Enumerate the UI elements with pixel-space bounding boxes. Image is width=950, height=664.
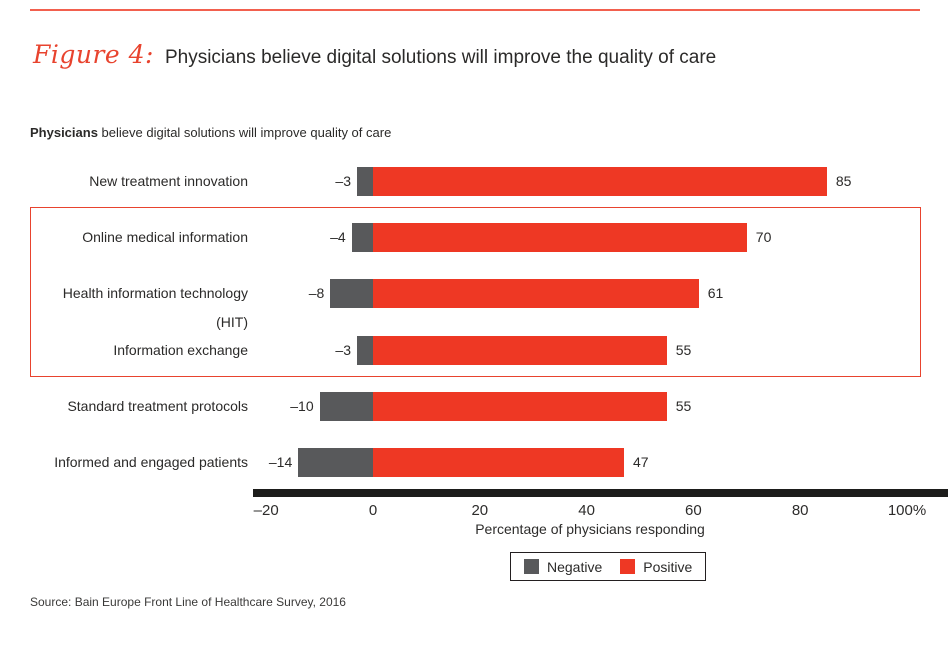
negative-value-label: –3 — [335, 173, 351, 189]
chart-subtitle-rest: believe digital solutions will improve q… — [97, 125, 392, 140]
positive-value-label: 70 — [755, 229, 772, 246]
negative-bar — [330, 279, 373, 309]
source-note: Source: Bain Europe Front Line of Health… — [30, 595, 346, 609]
chart-row: Information exchange –3 55 — [0, 335, 950, 365]
x-axis-tick-label: 40 — [578, 502, 595, 519]
positive-bar — [373, 448, 624, 477]
negative-bar — [356, 335, 373, 365]
chart-row: Standard treatment protocols –10 55 — [0, 391, 950, 421]
negative-bar — [351, 223, 373, 253]
legend: Negative Positive — [510, 552, 707, 581]
negative-bar — [319, 391, 373, 421]
negative-bar — [356, 167, 373, 196]
figure-number-label: Figure 4: — [33, 40, 154, 69]
positive-value-label: 47 — [632, 454, 649, 470]
chart-row: Informed and engaged patients –14 47 — [0, 448, 950, 477]
x-axis-title: Percentage of physicians responding — [475, 521, 705, 537]
positive-value-label: 85 — [835, 173, 852, 189]
negative-value-label: –8 — [308, 285, 325, 302]
legend-item-negative: Negative — [524, 559, 602, 575]
highlight-box — [30, 207, 921, 377]
positive-bar — [373, 391, 667, 421]
x-axis-tick-label: 0 — [368, 502, 378, 519]
positive-value-label: 55 — [675, 397, 692, 414]
x-axis-tick-label: 100% — [887, 502, 927, 519]
x-axis-tick-label: 20 — [471, 502, 489, 519]
legend-label-positive: Positive — [643, 558, 693, 575]
category-label: Information exchange — [113, 341, 248, 358]
positive-value-label: 55 — [675, 341, 692, 358]
negative-value-label: –4 — [330, 229, 346, 246]
negative-value-label: –3 — [335, 341, 351, 358]
x-axis-tick-label: 80 — [791, 502, 809, 519]
category-label: Health information technology (HIT) — [62, 285, 248, 331]
x-axis-tick-label: 60 — [685, 502, 702, 519]
category-label: Online medical information — [82, 229, 248, 246]
x-axis-tick-label: –20 — [253, 502, 279, 519]
positive-value-label: 61 — [707, 285, 724, 302]
legend-swatch-negative — [524, 559, 539, 574]
chart-subtitle-bold: Physicians — [30, 125, 98, 140]
negative-value-label: –10 — [290, 397, 314, 414]
positive-bar — [373, 223, 747, 253]
legend-item-positive: Positive — [620, 559, 692, 575]
top-accent-rule — [30, 9, 920, 11]
legend-swatch-positive — [620, 559, 636, 574]
chart-row: New treatment innovation –3 85 — [0, 167, 950, 196]
x-axis-line — [253, 489, 948, 497]
negative-value-label: –14 — [268, 454, 293, 470]
chart-subtitle: Physicians believe digital solutions wil… — [30, 125, 391, 140]
legend-label-negative: Negative — [547, 558, 603, 575]
category-label: Standard treatment protocols — [67, 397, 248, 414]
positive-bar — [373, 167, 827, 196]
category-label: New treatment innovation — [89, 173, 248, 189]
positive-bar — [373, 335, 667, 365]
chart-row: Health information technology (HIT) –8 61 — [0, 279, 950, 330]
category-label: Informed and engaged patients — [54, 454, 248, 470]
negative-bar — [298, 448, 373, 477]
figure-heading: Figure 4: Physicians believe digital sol… — [33, 40, 716, 69]
positive-bar — [373, 279, 699, 309]
chart-row: Online medical information –4 70 — [0, 223, 950, 253]
figure-title: Physicians believe digital solutions wil… — [164, 47, 717, 68]
